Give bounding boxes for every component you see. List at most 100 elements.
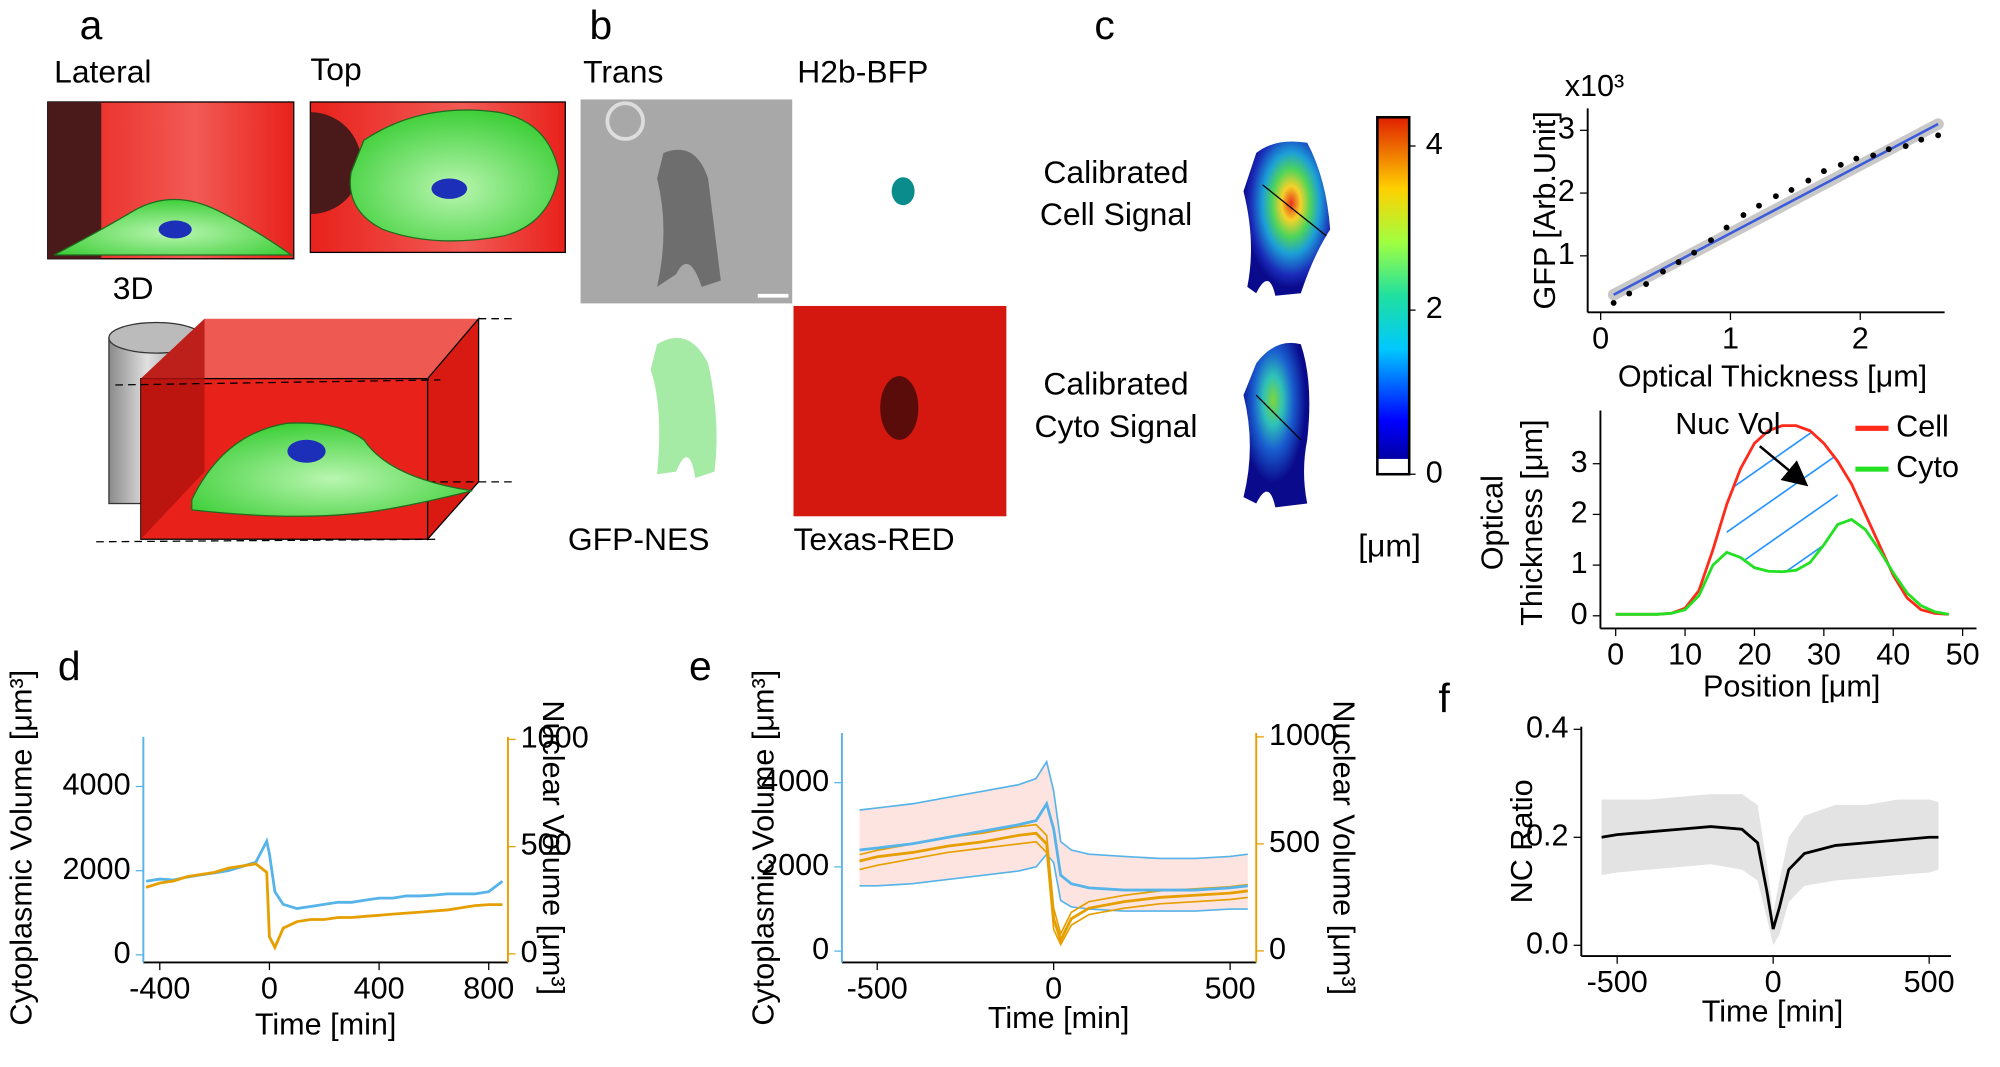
y-axis-label: Thickness [μm] (1515, 420, 1549, 626)
series-line (859, 800, 1248, 892)
lateral-view (47, 101, 295, 260)
map-label: Cell Signal (1040, 196, 1192, 232)
y-axis-label: Optical (1476, 475, 1510, 570)
panel-label: b (590, 2, 613, 48)
panel-label: f (1439, 675, 1451, 721)
x-tick-label: -400 (129, 972, 190, 1006)
point (1610, 299, 1617, 306)
point (1885, 146, 1892, 153)
microscopy-images (580, 99, 1007, 517)
y-tick-label: 2 (1558, 174, 1575, 208)
x-tick-label: 0 (1765, 965, 1782, 999)
colorbar (1376, 116, 1411, 476)
map-label: Calibrated (1043, 154, 1188, 190)
panel-label: c (1094, 2, 1114, 48)
y-tick-label: 4000 (761, 764, 829, 798)
y-tick-label: 4000 (63, 768, 131, 802)
point (1918, 136, 1925, 143)
series-line (1601, 825, 1939, 930)
y-axis-label: NC Ratio (1505, 779, 1539, 903)
point (1820, 168, 1827, 175)
y2-tick-label: 1000 (521, 720, 589, 754)
point (1643, 281, 1650, 288)
y-tick-label: 2000 (63, 852, 131, 886)
view-label: Top (310, 51, 361, 87)
thickness-maps (1243, 141, 1331, 508)
x-tick-label: -500 (1587, 965, 1648, 999)
map-label: Calibrated (1043, 366, 1188, 402)
y2-tick-label: 0 (521, 935, 538, 969)
y2-tick-label: 500 (1269, 825, 1320, 859)
channel-label: GFP-NES (568, 521, 710, 557)
y2-tick-label: 0 (1269, 932, 1286, 966)
point (1853, 155, 1860, 162)
panel-label: a (80, 2, 103, 48)
colorbar-tick-label: 4 (1426, 127, 1443, 161)
point (1772, 193, 1779, 200)
point (1788, 187, 1795, 193)
annotation-arrow (1758, 445, 1809, 487)
x-tick-label: 50 (1946, 638, 1980, 672)
x-tick-label: 2 (1852, 321, 1869, 355)
colorbar-tick-label: 0 (1426, 455, 1443, 489)
annotation: Nuc Vol (1675, 407, 1780, 441)
point (1870, 152, 1877, 159)
x-tick-label: 0 (1045, 972, 1062, 1006)
y-axis-label: GFP [Arb.Unit] (1528, 111, 1562, 309)
y-tick-label: 0 (114, 936, 131, 970)
y-axis-label: Cytoplasmic Volume [μm³] (5, 670, 39, 1026)
y-tick-label: 2 (1571, 495, 1588, 529)
x-tick-label: 400 (354, 972, 405, 1006)
x-tick-label: 40 (1876, 638, 1910, 672)
view-label: Lateral (54, 53, 151, 89)
x-tick-label: 20 (1737, 638, 1771, 672)
fit-line (1613, 122, 1939, 296)
colorbar-label: [μm] (1358, 528, 1421, 564)
y2-axis-label: Nuclear Volume [μm³] (1327, 700, 1361, 995)
axis-multiplier: x10³ (1565, 69, 1624, 103)
x-axis-label: Time [min] (1702, 995, 1844, 1029)
x-tick-label: 0 (261, 972, 278, 1006)
legend-label: Cell (1896, 409, 1949, 443)
hatched-area (1726, 425, 1838, 572)
y2-tick-label: 500 (521, 828, 572, 862)
y-tick-label: 0 (812, 932, 829, 966)
y2-tick-label: 1000 (1269, 718, 1337, 752)
x-tick-label: 10 (1668, 638, 1702, 672)
point (1691, 249, 1698, 256)
colorbar-tick-label: 2 (1426, 291, 1443, 325)
x-tick-label: 800 (463, 972, 514, 1006)
y-tick-label: 3 (1558, 111, 1575, 145)
x-tick-label: -500 (847, 972, 908, 1006)
point (1935, 132, 1942, 139)
map-label: Cyto Signal (1035, 408, 1198, 444)
point (1723, 224, 1730, 231)
x-tick-label: 500 (1904, 965, 1955, 999)
channel-label: Trans (583, 53, 663, 89)
series-line (1615, 517, 1949, 616)
x-tick-label: 1 (1722, 321, 1739, 355)
x-axis-label: Time [min] (255, 1007, 397, 1041)
point (1675, 259, 1682, 266)
chart: -500 0 500 0.0 0.2 0.4 Time [min] NC Ratio (1505, 710, 1955, 1028)
x-tick-label: 0 (1592, 321, 1609, 355)
y-tick-label: 2000 (761, 848, 829, 882)
y-axis-label: Cytoplasmic Volume [μm³] (747, 670, 781, 1026)
series-line (145, 862, 503, 951)
point (1756, 202, 1762, 209)
point (1626, 290, 1633, 297)
point (1902, 143, 1909, 149)
x-tick-label: 0 (1607, 638, 1624, 672)
y-tick-label: 0.2 (1526, 818, 1569, 852)
chart: -500 0 500 0 2000 4000 0 500 1000 Time [min] Cytop… (747, 670, 1361, 1035)
point (1708, 237, 1714, 244)
channel-label: Texas-RED (793, 521, 954, 557)
band-edge (859, 840, 1248, 947)
x-tick-label: 30 (1807, 638, 1841, 672)
x-axis-label: Time [min] (988, 1001, 1130, 1035)
y2-axis-label: Nuclear Volume [μm³] (536, 700, 570, 995)
3d-view (96, 316, 517, 543)
x-axis-label: Position [μm] (1703, 669, 1880, 703)
